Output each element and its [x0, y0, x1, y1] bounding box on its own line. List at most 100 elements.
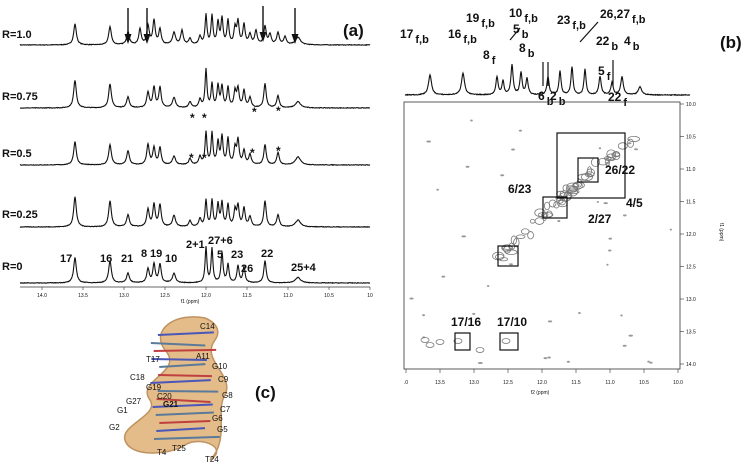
noise-contour	[511, 148, 515, 151]
trace-label: R=0.25	[2, 209, 38, 221]
trace-label: R=0.75	[2, 91, 38, 103]
noise-contour	[626, 142, 632, 145]
noise-contour	[620, 314, 623, 317]
peak-number: 10	[509, 6, 523, 20]
peak-label: 23 f,b	[557, 13, 586, 32]
peak-label: 17	[60, 253, 72, 265]
noise-contour	[622, 214, 627, 217]
noise-contour	[596, 200, 599, 203]
cross-peak-label: 17/10	[497, 315, 527, 329]
peak-number: 17	[400, 27, 414, 41]
noise-contour	[486, 284, 490, 287]
peak-label: 17 f,b	[400, 27, 429, 46]
noise-contour	[604, 161, 610, 164]
cross-peak-box	[497, 245, 519, 267]
contour	[435, 339, 445, 345]
peak-number: 19	[466, 11, 480, 25]
x-tick-label: 14.0	[37, 293, 47, 299]
x-tick-label: 10.0	[673, 380, 683, 386]
base-pair	[158, 374, 212, 378]
residue-label: C14	[200, 322, 215, 331]
cross-peak-box	[454, 332, 471, 351]
y-axis-label: f1 (ppm)	[718, 223, 724, 242]
residue-label: G1	[117, 406, 128, 415]
spectrum-trace	[19, 67, 371, 110]
asterisk: *	[190, 111, 195, 125]
residue-label: G2	[109, 423, 120, 432]
noise-contour	[628, 334, 633, 337]
arrow-head	[124, 34, 132, 44]
asterisk: *	[252, 105, 257, 119]
residue-label: T17	[146, 355, 160, 364]
x-axis-label: f1 (ppm)	[181, 299, 200, 305]
x-tick-label: 11.0	[605, 380, 615, 386]
cross-peak-box	[577, 157, 599, 183]
noise-contour	[426, 140, 432, 143]
asterisk: *	[202, 151, 207, 165]
spectrum-trace	[19, 196, 371, 228]
contour	[475, 347, 485, 353]
x-tick-label: 11.5	[571, 380, 581, 386]
peak-number: 2	[550, 89, 557, 103]
residue-label: T24	[205, 455, 219, 464]
contour	[425, 342, 435, 348]
cross-peak-box	[542, 196, 568, 219]
y-tick-label: 10.5	[686, 135, 696, 141]
noise-contour	[547, 356, 551, 359]
peak-number: 8	[483, 48, 490, 62]
peak-label: 8	[141, 248, 147, 260]
peak-label: 21	[121, 253, 133, 265]
noise-contour	[557, 220, 561, 223]
peak-number: 5	[513, 22, 520, 36]
x-tick-label: 12.0	[537, 380, 547, 386]
noise-contour	[441, 275, 446, 278]
trace-label: R=1.0	[2, 29, 32, 41]
peak-number: 22	[596, 34, 610, 48]
peak-subscript: f,b	[632, 14, 646, 26]
noise-contour	[518, 129, 522, 132]
peak-label: 10 f,b	[509, 6, 538, 25]
peak-subscript: b	[522, 29, 529, 41]
cross-peak-label: 6/23	[508, 182, 532, 196]
contour	[565, 192, 572, 200]
spectrum-frame	[403, 101, 681, 370]
peak-label: 10	[165, 253, 177, 265]
x-tick-label: 11.0	[283, 293, 293, 299]
cross-peak-label: 26/22	[605, 163, 635, 177]
residue-label: C20	[157, 392, 172, 401]
residue-label: T4	[157, 448, 167, 457]
peak-subscript: f,b	[463, 34, 477, 46]
noise-contour	[465, 165, 470, 168]
x-tick-label: 10.5	[639, 380, 649, 386]
noise-contour	[598, 147, 602, 150]
x-tick-label: 11.5	[242, 293, 252, 299]
base-pair	[153, 348, 217, 352]
noise-contour	[543, 357, 548, 360]
base-pair	[156, 398, 211, 403]
x-tick-label: 12.5	[503, 380, 513, 386]
residue-label: C18	[130, 373, 145, 382]
residue-label: C9	[218, 375, 229, 384]
peak-number: 23	[557, 13, 571, 27]
peak-subscript: f,b	[415, 34, 429, 46]
y-tick-label: 13.5	[686, 330, 696, 336]
peak-label: 16	[100, 253, 112, 265]
arrow-head	[259, 32, 267, 42]
y-tick-label: 12.5	[686, 265, 696, 271]
peak-number: 4	[624, 34, 631, 48]
residue-label: G8	[222, 391, 233, 400]
noise-contour	[578, 311, 581, 314]
peak-number: 8	[519, 41, 526, 55]
x-tick-label: .0	[404, 380, 408, 386]
contour	[605, 157, 610, 167]
peak-number: 16	[448, 27, 462, 41]
base-pair	[152, 403, 213, 408]
contour	[521, 228, 530, 235]
y-tick-label: 14.0	[686, 362, 696, 368]
x-tick-label: 13.0	[469, 380, 479, 386]
x-tick-label: 10	[367, 293, 373, 299]
base-pair	[150, 379, 211, 384]
y-tick-label: 11.0	[686, 167, 696, 173]
